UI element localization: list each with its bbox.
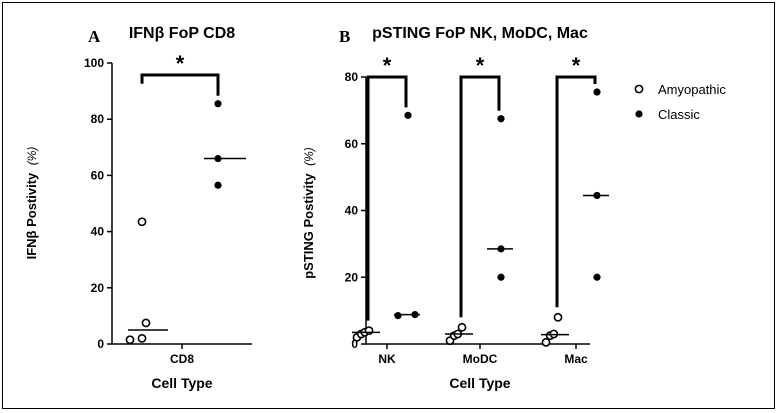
legend-item-classic: Classic xyxy=(635,107,700,122)
panel-b-significance-star-mac: * xyxy=(572,53,581,78)
legend-label-amyopathic: Amyopathic xyxy=(658,82,726,97)
panel-b-y-tick-label: 0 xyxy=(351,337,358,351)
panel-b-significance-star-modc: * xyxy=(476,53,485,78)
panel-b-point-classic-modc xyxy=(497,273,505,281)
panel-a-y-tick-label: 60 xyxy=(91,168,105,182)
panel-b-y-tick-label: 60 xyxy=(345,137,359,151)
panel-b-significance-star-nk: * xyxy=(383,53,392,78)
legend-label-classic: Classic xyxy=(658,107,700,122)
panel-a-y-label-text: IFNβ Postivity xyxy=(24,172,39,259)
panel-b-point-classic-nk xyxy=(404,111,412,119)
panel-a-y-tick-label: 100 xyxy=(84,56,104,70)
panel-a-point-classic-cd8 xyxy=(214,100,222,108)
panel-a-point-amyopathic-cd8 xyxy=(125,335,135,345)
panel-b-y-label-text: pSTING Postivity xyxy=(301,173,316,279)
panel-b-point-classic-nk xyxy=(394,312,402,320)
panel-b-y-tick-label: 80 xyxy=(345,70,359,84)
panel-a-y-tick-label: 80 xyxy=(91,112,105,126)
figure-frame xyxy=(2,2,775,409)
svg-text:pSTING Postivity (%): pSTING Postivity (%) xyxy=(300,147,317,279)
panel-a-point-amyopathic-cd8 xyxy=(137,333,147,343)
panel-b-title: pSTING FoP NK, MoDC, Mac xyxy=(372,25,588,42)
panel-b-significance-bracket-nk xyxy=(366,75,408,321)
panel-a-y-tick-label: 0 xyxy=(97,337,104,351)
panel-b-point-classic-mac xyxy=(593,273,601,281)
panel-b-significance-bracket-modc xyxy=(459,75,501,318)
svg-text:IFNβ Postivity (%): IFNβ Postivity (%) xyxy=(23,147,40,260)
panel-b-point-amyopathic-nk xyxy=(364,326,374,336)
panel-b-y-label-unit: (%) xyxy=(302,147,316,166)
legend-item-amyopathic: Amyopathic xyxy=(634,82,726,97)
panel-b-x-tick-label: Mac xyxy=(564,352,588,366)
panel-a-y-label-unit: (%) xyxy=(25,147,39,166)
panel-b-x-tick-label: MoDC xyxy=(463,352,498,366)
panel-a-x-tick-label: CD8 xyxy=(170,352,194,366)
panel-b-point-amyopathic-mac xyxy=(553,312,563,322)
panel-b-point-amyopathic-modc xyxy=(457,322,467,332)
panel-a-point-amyopathic-cd8 xyxy=(137,217,147,227)
panel-b-point-classic-modc xyxy=(497,115,505,123)
panel-a-letter: A xyxy=(88,27,101,46)
panel-a-x-label: Cell Type xyxy=(151,375,212,391)
panel-b-significance-bracket-mac xyxy=(555,75,597,308)
panel-a-y-label: IFNβ Postivity (%) xyxy=(23,147,40,260)
panel-a-title: IFNβ FoP CD8 xyxy=(129,25,235,42)
panel-b-point-classic-mac xyxy=(593,88,601,96)
panel-a-point-amyopathic-cd8 xyxy=(141,318,151,328)
panel-b-x-tick-label: NK xyxy=(378,352,396,366)
panel-a-y-tick-label: 40 xyxy=(91,225,105,239)
panel-b-y-tick-label: 40 xyxy=(345,204,359,218)
panel-b: B pSTING FoP NK, MoDC, Mac Cell Type pST… xyxy=(300,25,609,391)
panel-a-significance-bracket-cd8 xyxy=(140,73,220,96)
legend-marker-open-circle xyxy=(634,84,644,94)
panel-a-point-classic-cd8 xyxy=(214,181,222,189)
panel-b-x-label: Cell Type xyxy=(449,375,510,391)
panel-a-y-tick-label: 20 xyxy=(91,281,105,295)
panel-b-letter: B xyxy=(339,27,350,46)
panel-a-significance-star-cd8: * xyxy=(176,51,185,76)
panel-b-y-label: pSTING Postivity (%) xyxy=(300,147,317,279)
panel-b-y-tick-label: 20 xyxy=(345,270,359,284)
panel-b-point-amyopathic-mac xyxy=(541,337,551,347)
legend-marker-filled-circle xyxy=(635,110,643,118)
legend: Amyopathic Classic xyxy=(634,82,726,122)
panel-a: A IFNβ FoP CD8 Cell Type IFNβ Postivity … xyxy=(23,25,252,391)
